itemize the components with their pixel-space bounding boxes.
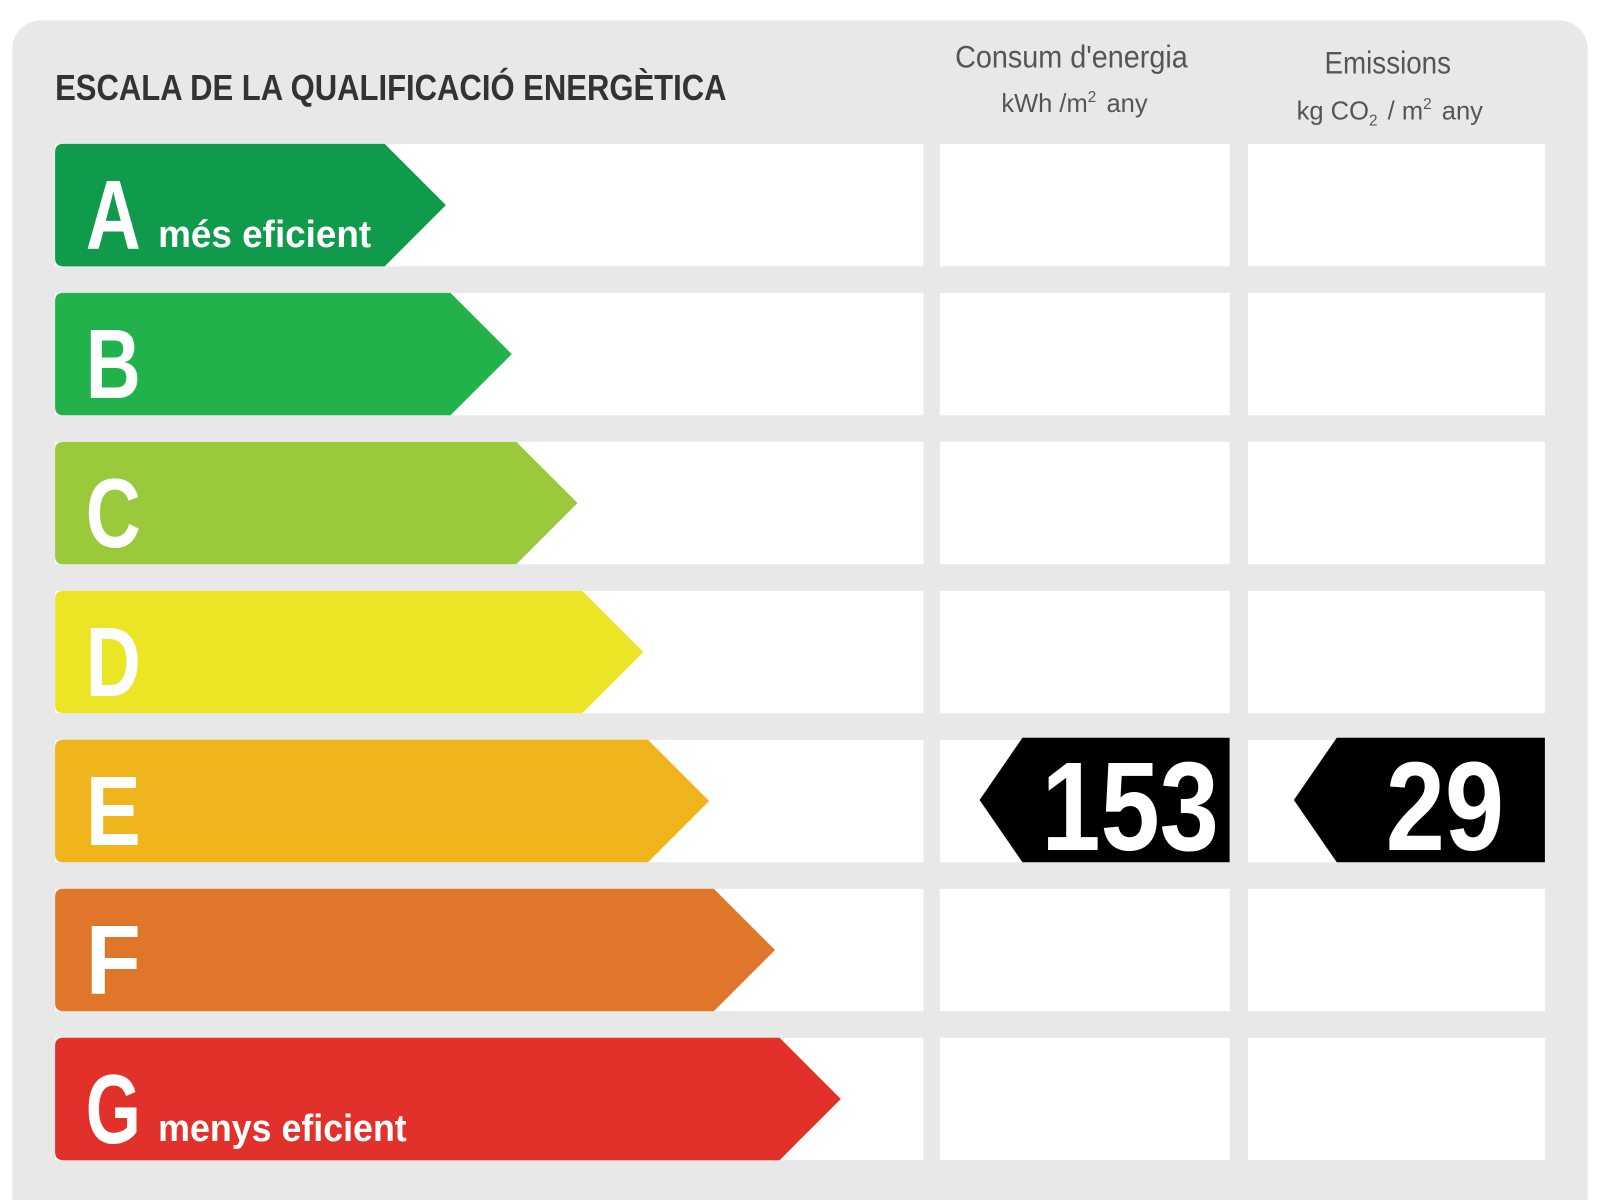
cell [939,888,1230,1012]
unit-part: any [1106,90,1147,118]
class-arrow [55,441,578,565]
cell [1247,590,1545,714]
title: ESCALA DE LA QUALIFICACIÓ ENERGÈTICA [55,68,726,108]
rating-value: 29 [1386,735,1504,877]
unit-sup: 2 [1423,96,1432,113]
column-title: Emissions [1324,44,1451,80]
unit-part: any [1442,97,1483,125]
class-arrow [55,739,710,863]
cell [1247,292,1545,416]
class-arrow [55,143,446,267]
unit-part: kg CO [1297,97,1369,125]
column-unit: kg CO2/ m2 any [1297,96,1484,129]
class-label: menys eficient [158,1107,407,1149]
cell [1247,441,1545,565]
class-letter: A [86,160,141,270]
class-letter: G [86,1054,141,1164]
cell [1247,1037,1545,1161]
column-title: Consum d'energia [955,38,1188,74]
class-letter: B [86,309,141,419]
cell [1247,143,1545,267]
class-arrow [55,1037,841,1161]
cell [939,292,1230,416]
class-arrow [55,590,644,714]
unit-part: / m [1388,97,1423,125]
class-letter: C [86,458,141,568]
class-arrow [55,292,512,416]
rating-badge [1293,737,1545,863]
cell [939,590,1230,714]
class-label: més eficient [158,213,371,255]
cell [939,143,1230,267]
rating-value: 153 [1041,735,1219,877]
cell [939,1037,1230,1161]
cell [1247,888,1545,1012]
unit-sub: 2 [1369,113,1378,130]
unit-part: kWh /m [1001,90,1087,118]
cell [939,441,1230,565]
class-letter: F [86,905,141,1015]
class-letter: D [86,607,141,717]
column-unit: kWh /m2 any [1001,89,1148,118]
class-letter: E [86,756,141,866]
rating-badge [979,737,1230,863]
class-arrow [55,888,775,1012]
unit-sup: 2 [1088,89,1097,106]
